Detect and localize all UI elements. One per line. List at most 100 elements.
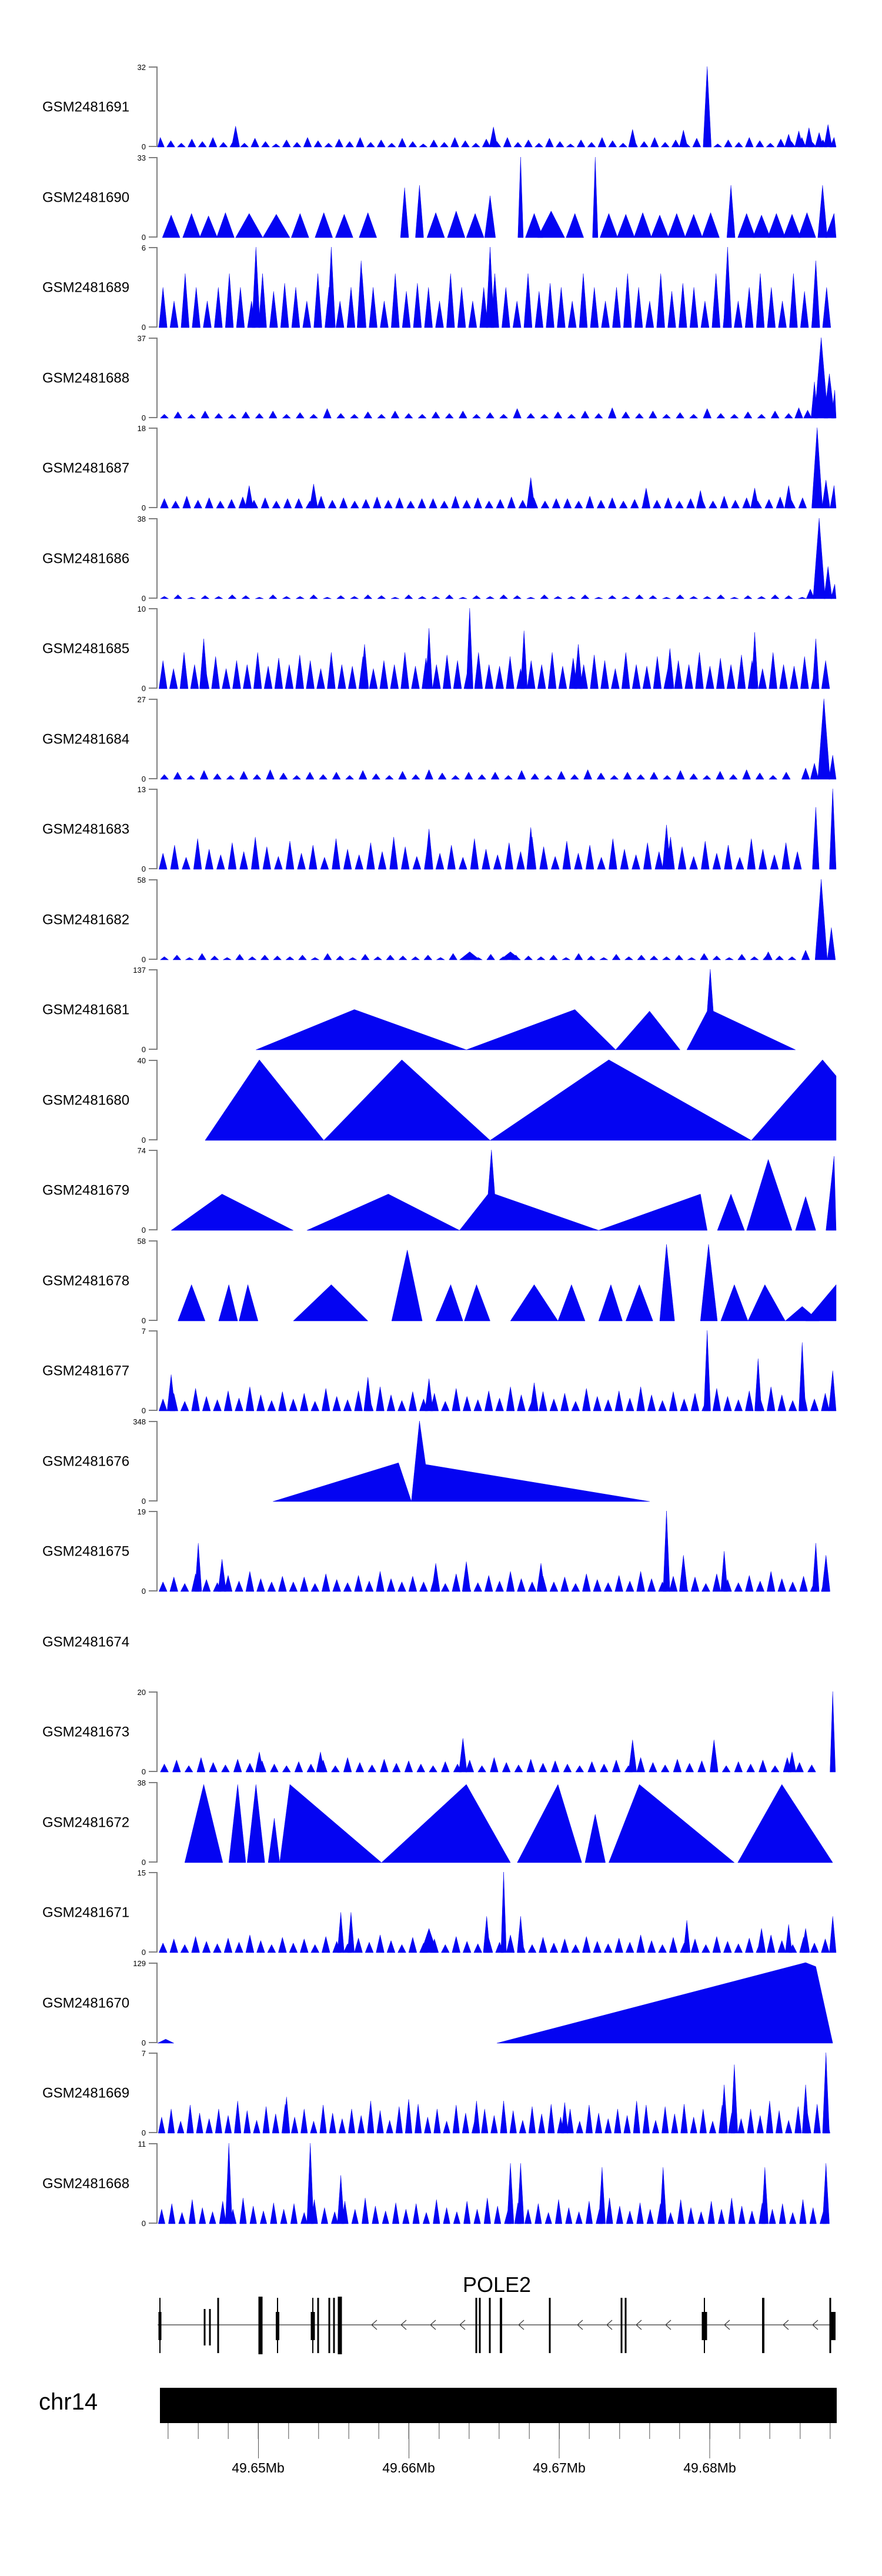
exon-med	[203, 2309, 206, 2345]
signal-area	[158, 2052, 830, 2134]
y-axis-bracket	[149, 518, 158, 599]
signal-track-GSM2481682: GSM2481682 58 0	[42, 876, 836, 964]
y-axis-bracket	[149, 969, 158, 1050]
signal-area	[157, 66, 837, 148]
track-label: GSM2481680	[42, 1093, 129, 1109]
signal-area	[158, 1330, 837, 1412]
exon-line	[620, 2298, 623, 2353]
y-axis-bracket	[149, 338, 158, 418]
y-axis-bracket	[149, 699, 158, 779]
signal-area	[162, 156, 837, 238]
strand-arrow-left-icon	[724, 2320, 730, 2330]
genome-axis	[168, 2423, 831, 2458]
track-label: GSM2481683	[42, 822, 129, 837]
exon-line	[277, 2298, 278, 2353]
signal-track-GSM2481685: GSM2481685 10 0	[42, 605, 830, 693]
exon-line	[333, 2298, 335, 2353]
y-axis-min-value: 0	[142, 142, 146, 151]
y-axis-max-value: 15	[138, 1868, 146, 1877]
y-axis-bracket	[149, 1963, 158, 2043]
y-axis-min-value: 0	[142, 594, 146, 603]
y-axis-min-value: 0	[142, 2219, 146, 2228]
gene-name-label: POLE2	[462, 2273, 532, 2297]
signal-area	[159, 337, 837, 419]
y-axis-bracket	[149, 428, 158, 508]
y-axis-max-value: 20	[138, 1688, 146, 1697]
y-axis-min-value: 0	[142, 775, 146, 783]
y-axis-max-value: 32	[138, 63, 146, 72]
signal-area	[160, 427, 837, 509]
axis-tick-label: 49.65Mb	[232, 2460, 285, 2475]
track-label: GSM2481677	[42, 1363, 129, 1379]
track-label: GSM2481690	[42, 190, 129, 206]
signal-track-GSM2481687: GSM2481687 18 0	[42, 424, 837, 512]
y-axis-bracket	[149, 1060, 158, 1140]
signal-track-GSM2481691: GSM2481691 32 0	[42, 63, 837, 151]
exon-line	[624, 2298, 627, 2353]
signal-area	[159, 608, 830, 689]
exon-med	[209, 2309, 211, 2345]
signal-track-GSM2481673: GSM2481673 20 0	[42, 1688, 836, 1776]
signal-track-GSM2481672: GSM2481672 38 0	[42, 1778, 833, 1867]
signal-track-GSM2481669: GSM2481669 7 0	[42, 2049, 830, 2137]
exon-line	[317, 2298, 319, 2353]
signal-area	[159, 879, 836, 960]
signal-track-GSM2481684: GSM2481684 27 0	[42, 695, 837, 783]
track-label: GSM2481674	[42, 1634, 129, 1650]
track-label: GSM2481670	[42, 1996, 129, 2011]
signal-track-GSM2481681: GSM2481681 137 0	[42, 966, 796, 1054]
y-axis-max-value: 74	[138, 1146, 146, 1155]
y-axis-max-value: 58	[138, 876, 146, 885]
y-axis-bracket	[149, 157, 158, 238]
signal-area	[160, 698, 837, 780]
strand-arrow-left-icon	[783, 2320, 789, 2330]
signal-area	[205, 1059, 837, 1141]
y-axis-min-value: 0	[142, 1858, 146, 1867]
signal-track-GSM2481678: GSM2481678 58 0	[42, 1237, 837, 1325]
exon-box	[831, 2312, 836, 2340]
y-axis-max-value: 18	[138, 424, 146, 433]
y-axis-max-value: 129	[133, 1959, 146, 1968]
strand-arrow-left-icon	[812, 2320, 818, 2330]
signal-track-GSM2481671: GSM2481671 15 0	[42, 1868, 837, 1957]
y-axis-max-value: 6	[142, 243, 146, 252]
y-axis-min-value: 0	[142, 1587, 146, 1596]
axis-tick-label: 49.66Mb	[382, 2460, 435, 2475]
y-axis-max-value: 7	[142, 1327, 146, 1336]
y-axis-min-value: 0	[142, 2128, 146, 2137]
signal-track-GSM2481676: GSM2481676 348 0	[42, 1417, 650, 1506]
y-axis-bracket	[149, 2053, 158, 2133]
signal-track-GSM2481683: GSM2481683 13 0	[42, 785, 837, 873]
y-axis-min-value: 0	[142, 1948, 146, 1957]
axis-tick-label: 49.67Mb	[533, 2460, 586, 2475]
signal-track-GSM2481680: GSM2481680 40 0	[42, 1056, 837, 1144]
signal-area	[273, 1420, 650, 1502]
signal-track-GSM2481668: GSM2481668 11 0	[42, 2140, 830, 2228]
exon-line	[479, 2298, 481, 2353]
exon-line	[328, 2298, 330, 2353]
exon-line	[217, 2298, 219, 2353]
track-label: GSM2481669	[42, 2086, 129, 2101]
signal-area	[158, 1510, 830, 1592]
signal-area	[157, 1962, 833, 2044]
strand-arrow-left-icon	[577, 2320, 583, 2330]
y-axis-max-value: 37	[138, 334, 146, 343]
y-axis-min-value: 0	[142, 865, 146, 873]
y-axis-bracket	[149, 1330, 158, 1411]
signal-track-GSM2481688: GSM2481688 37 0	[42, 334, 837, 422]
signal-track-GSM2481675: GSM2481675 19 0	[42, 1507, 830, 1596]
track-label: GSM2481688	[42, 371, 129, 386]
y-axis-min-value: 0	[142, 323, 146, 332]
y-axis-min-value: 0	[142, 1316, 146, 1325]
track-label: GSM2481678	[42, 1273, 129, 1289]
signal-area	[158, 1871, 837, 1953]
y-axis-bracket	[149, 1872, 158, 1953]
y-axis-min-value: 0	[142, 1226, 146, 1234]
track-label: GSM2481691	[42, 99, 129, 115]
y-axis-min-value: 0	[142, 955, 146, 964]
y-axis-max-value: 10	[138, 605, 146, 613]
y-axis-min-value: 0	[142, 684, 146, 693]
exon-line	[549, 2298, 551, 2353]
